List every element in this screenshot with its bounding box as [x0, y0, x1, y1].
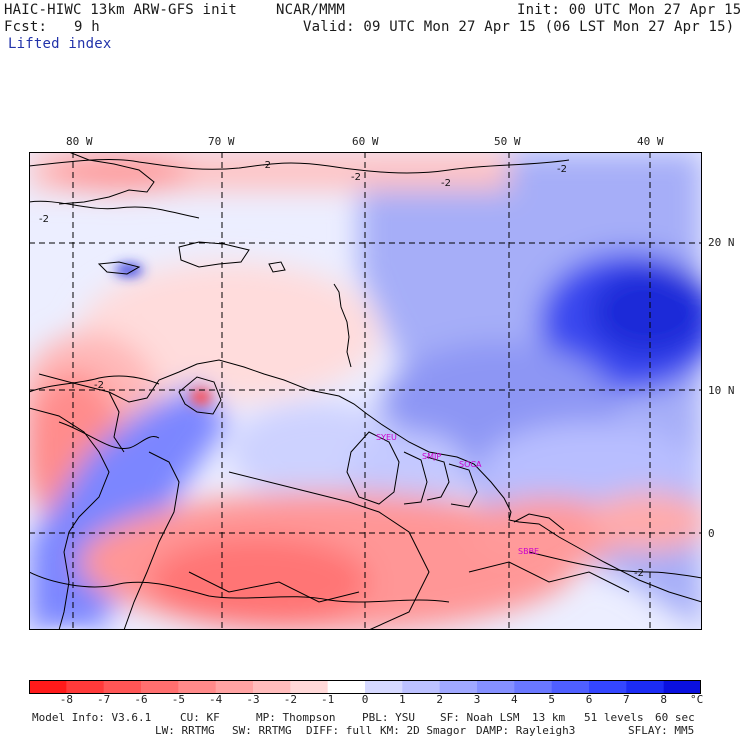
color-bar-tick-label: -4	[209, 693, 223, 706]
levels: 51 levels	[584, 711, 644, 724]
sf-scheme: SF: Noah LSM	[440, 711, 520, 724]
color-bar-tick-label: -7	[97, 693, 111, 706]
color-bar-swatch	[402, 680, 441, 694]
color-bar-swatch	[178, 680, 217, 694]
color-bar-swatch	[514, 680, 553, 694]
color-bar-tick-label: 3	[473, 693, 481, 706]
color-bar-tick-label: -8	[59, 693, 73, 706]
color-bar-swatch	[551, 680, 590, 694]
forecast-label: Fcst:	[4, 19, 48, 35]
contour-label: -2	[261, 160, 271, 171]
cu-scheme: CU: KF	[180, 711, 220, 724]
forecast-hours: 9 h	[74, 19, 100, 35]
color-bar-swatch	[253, 680, 291, 694]
resolution: 13 km	[532, 711, 566, 724]
color-bar-swatch	[290, 680, 329, 694]
lat-label-0: 0	[708, 527, 715, 540]
contour-label: -2	[441, 178, 451, 189]
model-info: Model Info: V3.6.1	[32, 711, 152, 724]
color-bar-swatch	[589, 680, 627, 694]
model-title: HAIC-HIWC 13km ARW-GFS init	[4, 2, 237, 18]
color-bar-tick-label: -1	[321, 693, 335, 706]
lon-label-60w: 60 W	[352, 135, 379, 148]
contour-label: -2	[634, 568, 644, 579]
timestep: 60 sec	[655, 711, 695, 724]
contour-label: -2	[557, 164, 567, 175]
contour-label: -2	[94, 380, 104, 391]
lifted-index-field	[29, 152, 702, 630]
color-bar-swatch	[29, 680, 67, 694]
color-bar-tick-label: 8	[660, 693, 667, 706]
lifted-index-map: -2 -2 -2 -2 -2 -2 -2 SYEU SMJP SOCA SBBE	[29, 152, 702, 630]
lat-lon-grid	[29, 152, 702, 630]
lon-label-40w: 40 W	[637, 135, 664, 148]
lw-scheme: LW: RRTMG	[155, 724, 215, 737]
color-bar-swatch	[66, 680, 105, 694]
lon-label-50w: 50 W	[494, 135, 521, 148]
km-option: KM: 2D Smagor	[380, 724, 467, 737]
valid-time: Valid: 09 UTC Mon 27 Apr 15 (06 LST Mon …	[303, 19, 735, 35]
sflay-option: SFLAY: MM5	[628, 724, 695, 737]
color-bar-tick-label: 4	[511, 693, 518, 706]
color-bar-tick-label: 0	[361, 693, 369, 706]
lat-label-10n: 10 N	[708, 384, 735, 397]
color-bar-swatch	[141, 680, 179, 694]
diff-option: DIFF: full	[306, 724, 373, 737]
color-bar-tick-label: -6	[134, 693, 148, 706]
color-bar-tick-label: -5	[171, 693, 185, 706]
lat-label-20n: 20 N	[708, 236, 735, 249]
station-label-syeu: SYEU	[376, 433, 397, 442]
color-bar-swatch	[626, 680, 665, 694]
lon-label-70w: 70 W	[208, 135, 235, 148]
contour-label: -2	[39, 214, 49, 225]
field-name: Lifted index	[8, 36, 112, 52]
institution-label: NCAR/MMM	[276, 2, 346, 18]
init-time: Init: 00 UTC Mon 27 Apr 15	[517, 2, 740, 18]
station-label-sbbe: SBBE	[518, 547, 539, 556]
color-bar-swatch	[439, 680, 478, 694]
contour-label: -2	[351, 172, 361, 183]
color-bar-tick-label: 6	[585, 693, 593, 706]
color-bar-tick-label: 1	[399, 693, 406, 706]
map-frame	[29, 152, 702, 630]
color-bar-swatch	[103, 680, 142, 694]
color-bar-swatch	[663, 680, 701, 694]
contour-lines	[29, 158, 702, 603]
damp-option: DAMP: Rayleigh3	[476, 724, 576, 737]
color-bar-swatch	[215, 680, 254, 694]
mp-scheme: MP: Thompson	[256, 711, 336, 724]
color-bar-tick-label: 2	[436, 693, 443, 706]
color-bar-swatch	[327, 680, 366, 694]
color-bar	[29, 680, 701, 694]
color-bar-tick-label: 5	[548, 693, 555, 706]
color-bar-tick-label: -3	[246, 693, 260, 706]
color-bar-tick-label: 7	[623, 693, 630, 706]
sw-scheme: SW: RRTMG	[232, 724, 292, 737]
color-bar-swatch	[477, 680, 515, 694]
lon-label-80w: 80 W	[66, 135, 93, 148]
color-bar-swatch	[365, 680, 403, 694]
station-label-soca: SOCA	[459, 460, 482, 469]
station-label-smjp: SMJP	[422, 452, 441, 461]
color-bar-unit: °C	[690, 693, 704, 706]
pbl-scheme: PBL: YSU	[362, 711, 415, 724]
color-bar-tick-label: -2	[283, 693, 297, 706]
